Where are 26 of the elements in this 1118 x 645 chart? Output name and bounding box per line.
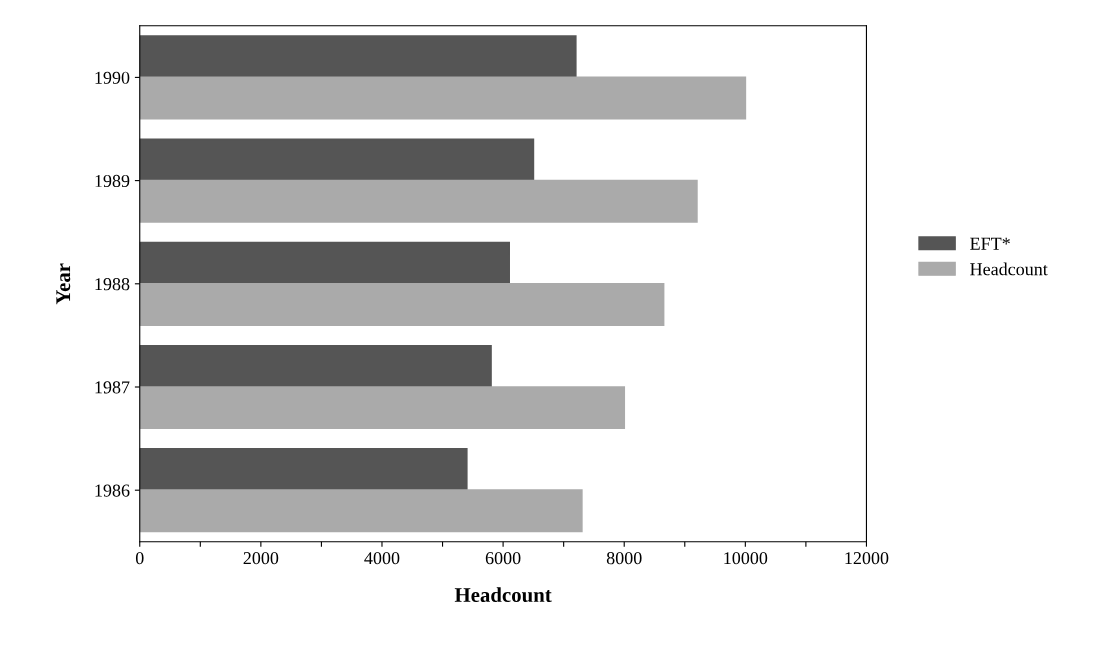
x-tick-label: 4000 xyxy=(364,552,400,565)
bar xyxy=(139,448,468,492)
legend-label: Headcount xyxy=(970,262,1048,276)
x-tick-label: 2000 xyxy=(243,552,279,565)
y-tick-label: 1986 xyxy=(95,484,130,497)
bar xyxy=(139,282,665,326)
y-tick-label: 1988 xyxy=(95,278,130,291)
x-tick-label: 0 xyxy=(135,552,144,565)
bar xyxy=(139,489,583,533)
bar xyxy=(139,241,510,285)
y-axis-title: Year xyxy=(56,263,71,305)
bar xyxy=(139,179,698,223)
y-tick-label: 1989 xyxy=(95,174,130,188)
x-tick-label: 10000 xyxy=(724,552,768,565)
x-tick-label: 6000 xyxy=(485,552,521,565)
bar xyxy=(139,138,535,182)
x-axis-title: Headcount xyxy=(454,587,552,603)
bar xyxy=(139,76,747,120)
bar xyxy=(139,35,577,79)
x-tick-label: 12000 xyxy=(845,552,889,565)
legend-label: EFT* xyxy=(970,237,1010,250)
y-tick-label: 1990 xyxy=(95,71,130,84)
x-tick-label: 8000 xyxy=(606,552,642,565)
bar xyxy=(139,386,626,430)
bar xyxy=(139,344,492,388)
y-tick-label: 1987 xyxy=(95,381,130,394)
